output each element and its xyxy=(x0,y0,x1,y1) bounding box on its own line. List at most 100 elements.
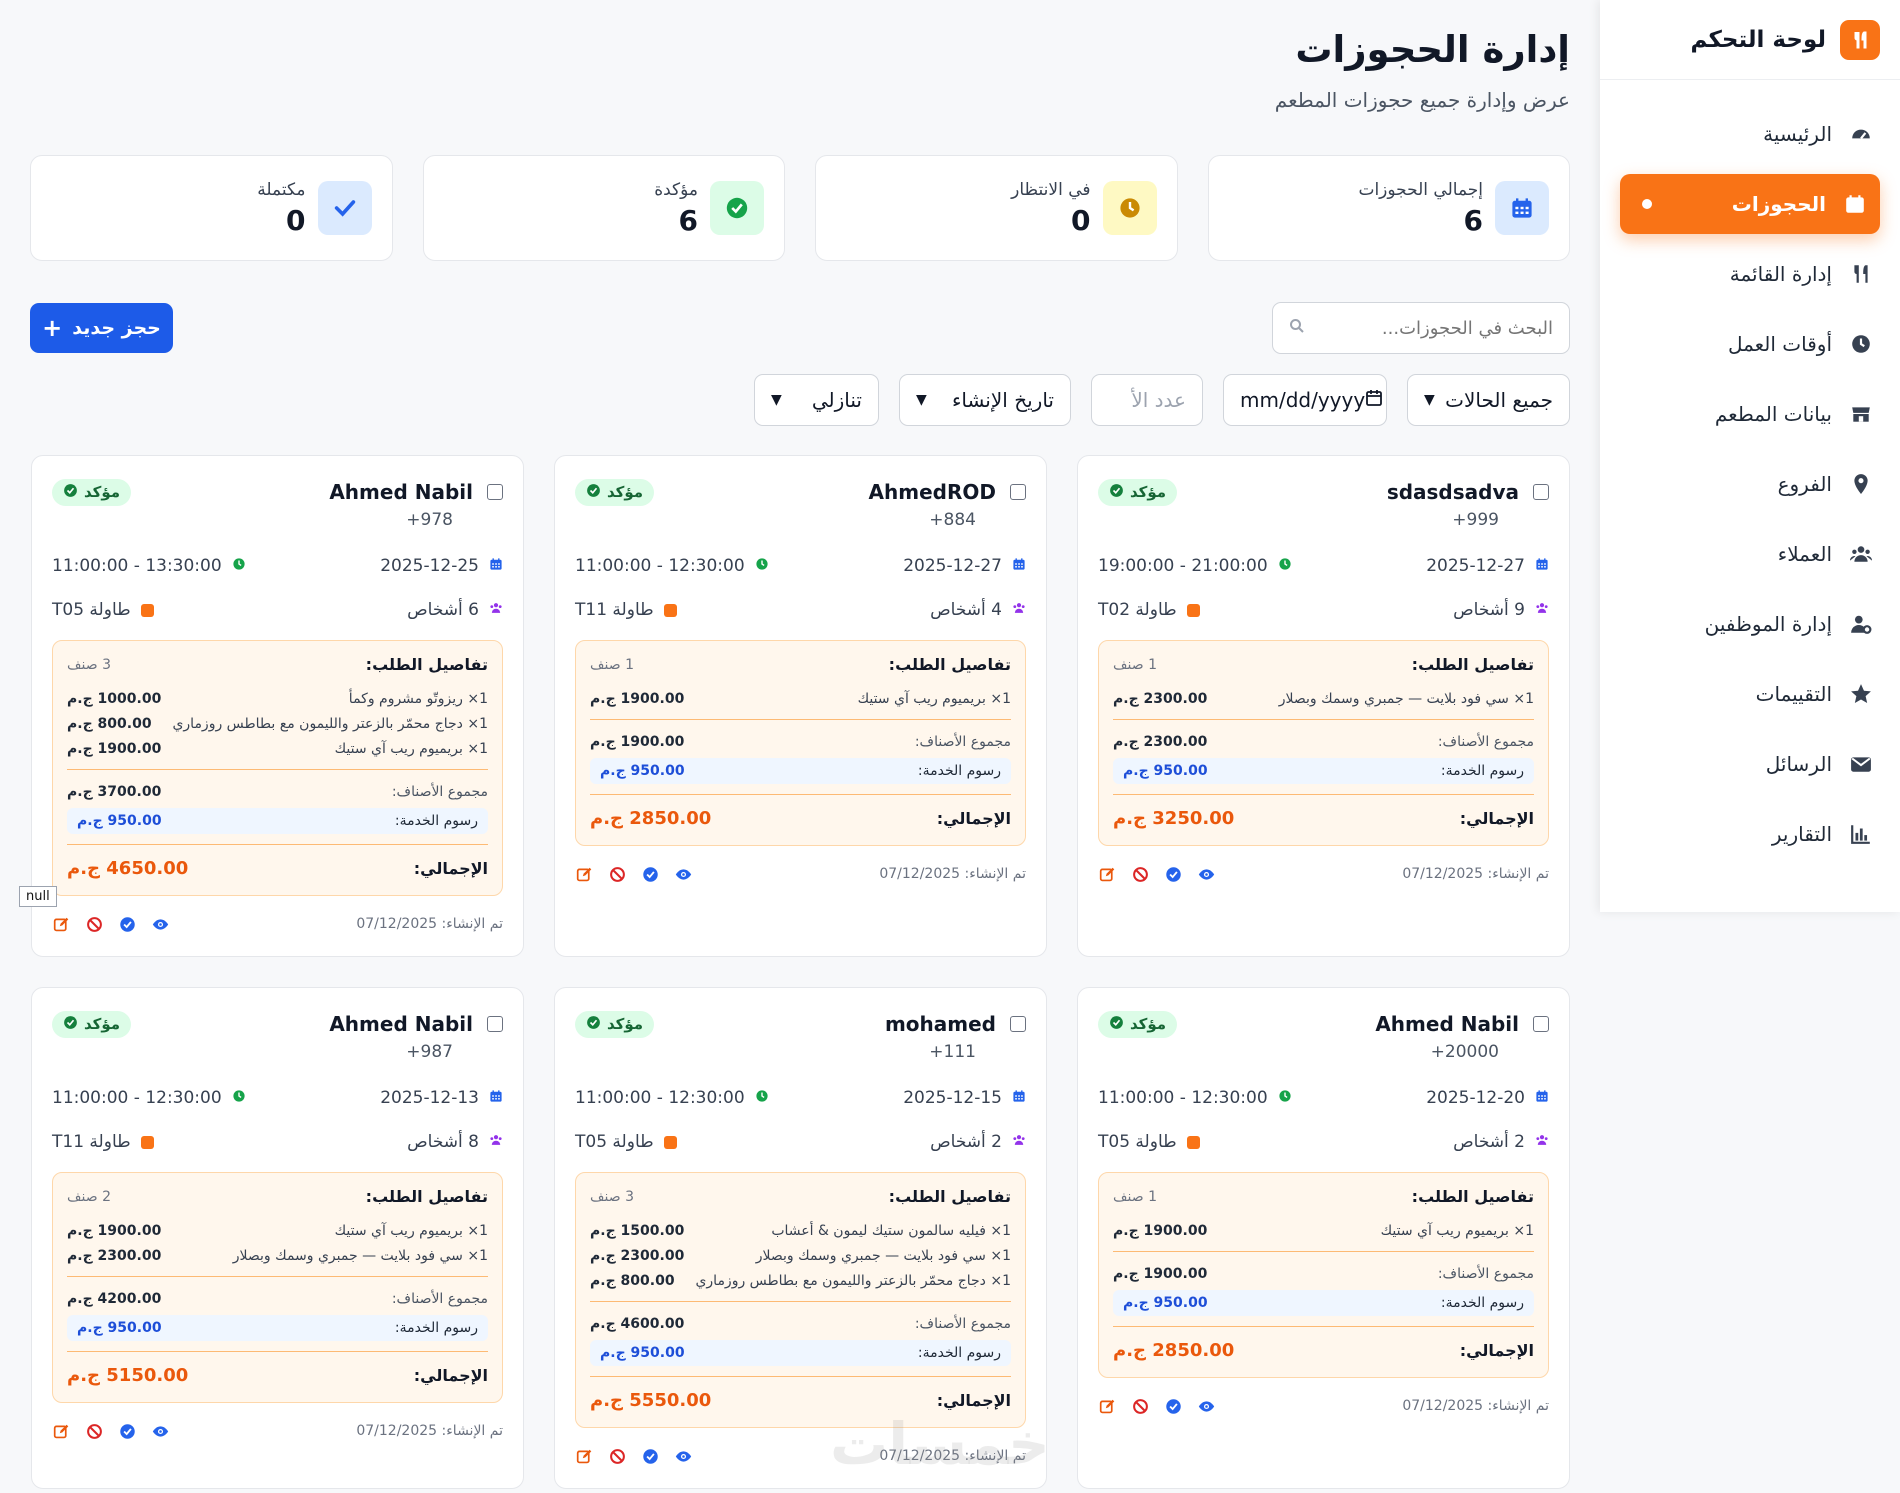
card-actions xyxy=(1098,865,1216,884)
grand-total-label: الإجمالي: xyxy=(1459,808,1534,828)
calendar-icon xyxy=(1535,1088,1549,1108)
customer: Ahmed Nabil xyxy=(329,1012,503,1036)
items-total-row: مجموع الأصناف: 4200.00 ج.م xyxy=(67,1287,488,1311)
edit-icon[interactable] xyxy=(1098,865,1117,884)
clock-icon xyxy=(1278,1088,1292,1108)
select-checkbox[interactable] xyxy=(1533,1016,1549,1032)
stat-card: مؤكدة 6 xyxy=(422,155,785,261)
select-checkbox[interactable] xyxy=(1533,484,1549,500)
sidebar-item-1[interactable]: الحجوزات xyxy=(1620,174,1880,234)
booking-date: 2025-12-27 xyxy=(903,556,1026,576)
customer: Ahmed Nabil xyxy=(1375,1012,1549,1036)
order-title: تفاصيل الطلب: xyxy=(888,655,1011,674)
date-value: 2025-12-20 xyxy=(1426,1088,1525,1108)
booking-time: 13:30:00 - 11:00:00 xyxy=(52,556,246,576)
guests-filter-input[interactable]: عدد الأ xyxy=(1091,374,1203,426)
sidebar-item-7[interactable]: إدارة الموظفين xyxy=(1600,594,1900,654)
check-circle-icon xyxy=(1109,483,1124,502)
calendar-icon xyxy=(489,556,503,576)
select-checkbox[interactable] xyxy=(1010,1016,1026,1032)
customer-phone: 111+ xyxy=(929,1042,976,1062)
cancel-booking-icon[interactable] xyxy=(85,1422,104,1441)
items-total-label: مجموع الأصناف: xyxy=(391,1291,488,1307)
divider xyxy=(67,844,488,845)
sidebar-item-5[interactable]: الفروع xyxy=(1600,454,1900,514)
calendar-icon xyxy=(1012,1088,1026,1108)
status-label: مؤكد xyxy=(607,483,644,501)
sidebar-item-6[interactable]: العملاء xyxy=(1600,524,1900,584)
table-value: طاولة T05 xyxy=(1098,1132,1177,1152)
edit-icon[interactable] xyxy=(575,865,594,884)
status-filter-value: جميع الحالات xyxy=(1445,388,1553,412)
watermark-logo: خمسات xyxy=(830,1410,1050,1478)
order-header: تفاصيل الطلب: 1 صنف xyxy=(1113,1187,1534,1206)
customer: AhmedROD xyxy=(869,480,1026,504)
service-fee-label: رسوم الخدمة: xyxy=(917,763,1001,779)
sidebar-item-2[interactable]: إدارة القائمة xyxy=(1600,244,1900,304)
divider xyxy=(590,1301,1011,1302)
date-value: 2025-12-27 xyxy=(903,556,1002,576)
status-filter-select[interactable]: جميع الحالات ▼ xyxy=(1407,374,1570,426)
clock-icon xyxy=(755,1088,769,1108)
sidebar-item-4[interactable]: بيانات المطعم xyxy=(1600,384,1900,444)
search-input[interactable] xyxy=(1319,317,1553,339)
confirm-icon[interactable] xyxy=(1164,1397,1183,1416)
cancel-booking-icon[interactable] xyxy=(1131,865,1150,884)
grand-total-row: الإجمالي: 5150.00 ج.م xyxy=(67,1360,488,1390)
table-marker-icon xyxy=(663,603,677,617)
view-icon[interactable] xyxy=(674,1447,693,1466)
cancel-booking-icon[interactable] xyxy=(608,865,627,884)
stat-value: 0 xyxy=(286,203,306,237)
sort-order-select[interactable]: تنازلي ▼ xyxy=(754,374,879,426)
date-value: 2025-12-15 xyxy=(903,1088,1002,1108)
order-item-price: 2300.00 ج.م xyxy=(67,1247,162,1264)
items-total-row: مجموع الأصناف: 3700.00 ج.م xyxy=(67,780,488,804)
sidebar-item-3[interactable]: أوقات العمل xyxy=(1600,314,1900,374)
cancel-booking-icon[interactable] xyxy=(608,1447,627,1466)
view-icon[interactable] xyxy=(151,915,170,934)
select-checkbox[interactable] xyxy=(487,1016,503,1032)
grand-total-value: 4650.00 ج.م xyxy=(67,857,189,879)
order-header: تفاصيل الطلب: 3 صنف xyxy=(67,655,488,674)
booking-date: 2025-12-13 xyxy=(380,1088,503,1108)
table: طاولة T02 xyxy=(1098,600,1200,620)
cancel-booking-icon[interactable] xyxy=(1131,1397,1150,1416)
order-item-price: 1000.00 ج.م xyxy=(67,690,162,707)
sidebar-item-9[interactable]: الرسائل xyxy=(1600,734,1900,794)
edit-icon[interactable] xyxy=(1098,1397,1117,1416)
edit-icon[interactable] xyxy=(575,1447,594,1466)
star-icon xyxy=(1848,681,1874,707)
confirm-icon[interactable] xyxy=(641,865,660,884)
date-filter-input[interactable]: mm/dd/yyyy xyxy=(1223,374,1387,426)
sort-by-select[interactable]: تاريخ الإنشاء ▼ xyxy=(899,374,1071,426)
items-total-label: مجموع الأصناف: xyxy=(914,734,1011,750)
view-icon[interactable] xyxy=(674,865,693,884)
new-booking-button[interactable]: حجز جديد + xyxy=(30,303,173,353)
confirm-icon[interactable] xyxy=(641,1447,660,1466)
confirm-icon[interactable] xyxy=(118,915,137,934)
table-marker-icon xyxy=(1186,1135,1200,1149)
order-item: 1× سي فود بلايت — جمبري وسمك وبصلار 2300.… xyxy=(590,1243,1011,1268)
view-icon[interactable] xyxy=(1197,1397,1216,1416)
sidebar-item-10[interactable]: التقارير xyxy=(1600,804,1900,864)
gauge-icon xyxy=(1848,121,1874,147)
view-icon[interactable] xyxy=(151,1422,170,1441)
view-icon[interactable] xyxy=(1197,865,1216,884)
table-value: طاولة T05 xyxy=(52,600,131,620)
sidebar-item-0[interactable]: الرئيسية xyxy=(1600,104,1900,164)
edit-icon[interactable] xyxy=(52,915,71,934)
confirm-icon[interactable] xyxy=(118,1422,137,1441)
edit-icon[interactable] xyxy=(52,1422,71,1441)
confirm-icon[interactable] xyxy=(1164,865,1183,884)
service-fee-value: 950.00 ج.م xyxy=(77,1320,162,1336)
select-checkbox[interactable] xyxy=(1010,484,1026,500)
items-total-row: مجموع الأصناف: 1900.00 ج.م xyxy=(1113,1262,1534,1286)
select-checkbox[interactable] xyxy=(487,484,503,500)
status-label: مؤكد xyxy=(1130,1015,1167,1033)
calendar-picker-icon[interactable] xyxy=(1365,388,1383,412)
cancel-booking-icon[interactable] xyxy=(85,915,104,934)
date-time-row: 2025-12-15 12:30:00 - 11:00:00 xyxy=(575,1084,1026,1112)
sidebar-item-8[interactable]: التقييمات xyxy=(1600,664,1900,724)
order-details: تفاصيل الطلب: 1 صنف 1× سي فود بلايت — جم… xyxy=(1098,640,1549,846)
card-footer: تم الإنشاء: 07/12/2025 xyxy=(1098,862,1549,886)
